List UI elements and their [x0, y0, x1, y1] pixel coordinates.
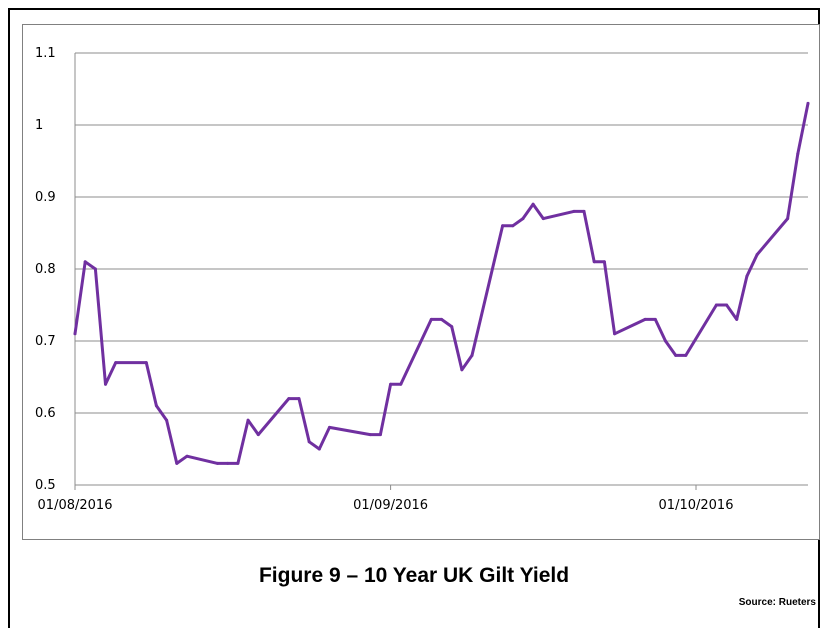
- data-point: [521, 217, 525, 221]
- data-point: [368, 433, 372, 437]
- data-point: [328, 425, 332, 429]
- data-point: [806, 101, 810, 105]
- y-tick-label: 1.1: [35, 46, 56, 61]
- data-point: [470, 353, 474, 357]
- data-point: [246, 418, 250, 422]
- data-point: [735, 317, 739, 321]
- data-point: [216, 461, 220, 465]
- data-point: [287, 397, 291, 401]
- data-point: [602, 260, 606, 264]
- data-point: [93, 267, 97, 271]
- figure-caption: Figure 9 – 10 Year UK Gilt Yield: [258, 564, 570, 587]
- data-point: [541, 217, 545, 221]
- data-point: [582, 209, 586, 213]
- data-point: [643, 317, 647, 321]
- data-point: [796, 152, 800, 156]
- data-point: [297, 397, 301, 401]
- y-tick-label: 0.9: [35, 190, 56, 205]
- y-tick-label: 0.6: [35, 406, 56, 421]
- data-point: [725, 303, 729, 307]
- data-point: [378, 433, 382, 437]
- data-point: [144, 361, 148, 365]
- chart-area: 0.5 0.6 0.7 0.8 0.9 1 1.1 01/08/2016 01/09/2016 0…: [22, 24, 820, 540]
- data-point: [154, 404, 158, 408]
- data-point: [83, 260, 87, 264]
- data-point: [460, 368, 464, 372]
- x-tick-label: 01/08/2016: [38, 498, 113, 513]
- data-point: [114, 361, 118, 365]
- data-point: [185, 454, 189, 458]
- y-tick-label: 0.5: [35, 478, 56, 493]
- data-point: [165, 418, 169, 422]
- data-point: [73, 332, 77, 336]
- y-tick-label: 1: [35, 118, 43, 133]
- data-point: [226, 461, 230, 465]
- data-point: [714, 303, 718, 307]
- data-point: [653, 317, 657, 321]
- data-point: [613, 332, 617, 336]
- source-note: Source: Rueters: [738, 597, 816, 608]
- y-tick-label: 0.7: [35, 334, 56, 349]
- data-point: [755, 253, 759, 257]
- data-point: [317, 447, 321, 451]
- data-point: [786, 217, 790, 221]
- data-point: [684, 353, 688, 357]
- data-point: [663, 339, 667, 343]
- series-line: [73, 101, 810, 465]
- data-point: [256, 433, 260, 437]
- data-point: [450, 325, 454, 329]
- data-point: [531, 202, 535, 206]
- data-point: [307, 440, 311, 444]
- x-tick-label: 01/09/2016: [353, 498, 428, 513]
- data-point: [175, 461, 179, 465]
- data-point: [104, 382, 108, 386]
- data-point: [429, 317, 433, 321]
- data-point: [440, 317, 443, 321]
- data-point: [745, 274, 749, 278]
- x-tick-label: 01/10/2016: [659, 498, 734, 513]
- data-point: [572, 209, 576, 213]
- data-point: [389, 382, 393, 386]
- data-point: [592, 260, 596, 264]
- data-point: [511, 224, 515, 228]
- data-point: [501, 224, 505, 228]
- data-point: [236, 461, 240, 465]
- data-point: [674, 353, 678, 357]
- line-chart: 0.5 0.6 0.7 0.8 0.9 1 1.1 01/08/2016 01/09/2016 0…: [35, 46, 810, 513]
- data-point: [399, 382, 403, 386]
- y-tick-label: 0.8: [35, 262, 56, 277]
